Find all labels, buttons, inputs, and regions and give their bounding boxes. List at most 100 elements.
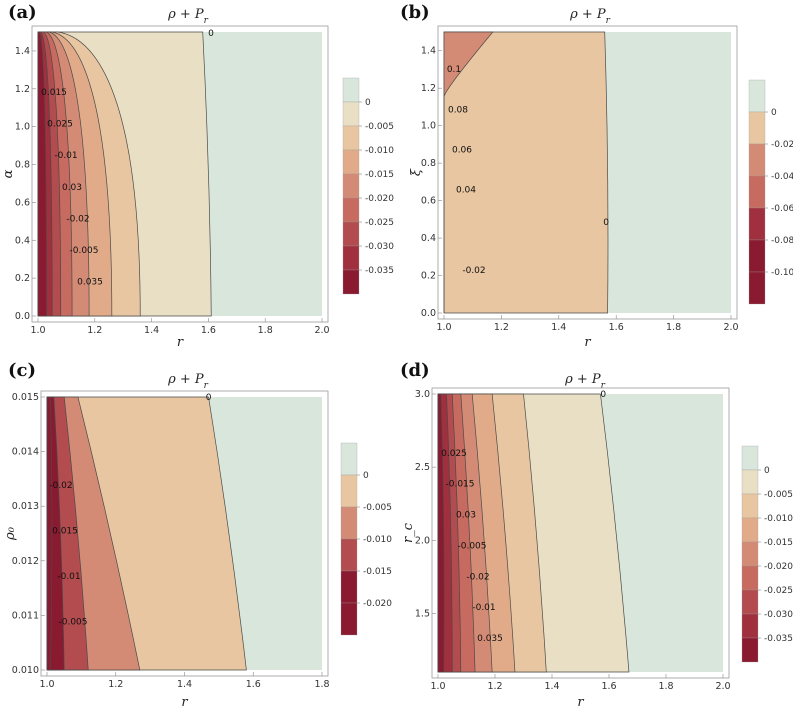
x-tick-label: 1.4 (544, 681, 559, 692)
x-tick-label: 2.0 (715, 681, 730, 692)
y-tick-label: 0.013 (12, 501, 39, 512)
panel-letter: (a) (8, 2, 37, 23)
y-tick-label: 2.0 (415, 535, 430, 546)
legend-label: -0.030 (365, 242, 394, 252)
x-tick-label: 1.2 (108, 679, 123, 690)
contour-label: -0.005 (457, 541, 486, 551)
x-tick-label: 1.8 (658, 681, 673, 692)
x-tick-label: 1.0 (436, 322, 451, 333)
legend-label: -0.025 (764, 586, 793, 596)
y-axis-label: α (1, 169, 16, 178)
contour-label: 0.08 (448, 105, 468, 115)
legend-swatch (340, 570, 358, 604)
legend: 0 -0.02 -0.04 -0.06 -0.08 -0.10 (748, 79, 793, 305)
legend-swatch (741, 637, 759, 663)
x-tick-label: 1.4 (551, 322, 566, 333)
contour-label: 0.015 (41, 88, 67, 98)
contour-label: -0.01 (54, 151, 77, 161)
contour-label: 0 (206, 393, 212, 403)
chart-title: ρ + Pr (167, 7, 209, 26)
y-tick-label: 1.5 (415, 608, 430, 619)
legend-label: -0.04 (771, 172, 793, 182)
contour-label: 0 (603, 218, 609, 228)
legend-label: -0.015 (363, 567, 392, 577)
y-tick-label: 0.2 (15, 273, 30, 284)
x-tick-label: 2.0 (723, 322, 738, 333)
x-axis-label: r (177, 335, 184, 350)
legend-label: -0.010 (764, 514, 793, 524)
legend-label: -0.08 (771, 236, 793, 246)
y-axis-label: ξ (409, 168, 424, 176)
x-tick-label: 1.2 (487, 681, 502, 692)
y-tick-label: 1.2 (421, 83, 436, 94)
x-tick-label: 1.0 (39, 679, 54, 690)
legend-swatch (741, 517, 759, 543)
legend-swatch (340, 602, 358, 636)
y-tick-label: 0.012 (12, 556, 39, 567)
legend-swatch (340, 506, 358, 540)
legend-swatch (741, 613, 759, 639)
legend-swatch (748, 271, 766, 305)
panel-letter: (c) (8, 360, 36, 381)
chart-title: ρ + Pr (564, 372, 606, 391)
contour-label: -0.005 (69, 246, 98, 256)
x-tick-label: 1.4 (144, 325, 159, 336)
legend-swatch (748, 111, 766, 145)
contour-band (443, 31, 609, 314)
legend-label: -0.025 (365, 218, 394, 228)
legend-swatch (741, 541, 759, 567)
legend-swatch (741, 493, 759, 519)
contour-label: 0 (600, 390, 606, 400)
legend-swatch (748, 175, 766, 209)
y-tick-label: 0.011 (12, 610, 39, 621)
legend-swatch (342, 101, 360, 127)
legend: 0 -0.005 -0.010 -0.015 -0.020 (340, 442, 392, 636)
contour-label: 0.035 (477, 634, 503, 644)
legend-swatch (748, 207, 766, 241)
contour-label: -0.02 (49, 481, 72, 491)
contour-label: 0.015 (52, 527, 78, 537)
y-tick-label: 0.014 (12, 447, 39, 458)
x-tick-label: 1.0 (30, 325, 45, 336)
panel-a: (a) ρ + Pr 1.0 1.2 1.4 1.6 1.8 2.0 0.0 0.2 0.4 0.6 0… (1, 2, 394, 350)
legend-label: -0.010 (365, 146, 394, 156)
y-tick-label: 0.8 (15, 160, 30, 171)
legend: 0 -0.005 -0.010 -0.015 -0.020 -0.025 -0.030 -0.… (741, 445, 793, 663)
legend-label: 0 (764, 466, 770, 476)
contour-band (46, 396, 53, 671)
legend-swatch (342, 245, 360, 271)
contour-band (443, 31, 494, 313)
x-tick-label: 1.8 (258, 325, 273, 336)
contour-band (37, 31, 47, 317)
contour-label: 0.04 (456, 186, 476, 196)
contour-label: -0.01 (472, 603, 495, 613)
y-tick-label: 0.2 (421, 271, 436, 282)
x-tick-label: 1.4 (177, 679, 192, 690)
x-tick-label: 1.6 (201, 325, 216, 336)
legend-swatch (748, 143, 766, 177)
y-tick-label: 0.0 (15, 311, 30, 322)
y-tick-label: 0.4 (421, 233, 436, 244)
y-tick-label: 1.0 (15, 122, 30, 133)
y-axis-label: ρ₀ (3, 526, 18, 541)
y-tick-label: 3.0 (415, 389, 430, 400)
panel-c: (c) ρ + Pr 1.0 1.2 1.4 1.6 1.8 0.010 0.011 0.012 0… (3, 360, 392, 710)
legend-label: 0 (771, 108, 777, 118)
chart-title: ρ + Pr (569, 7, 611, 26)
contour-label: 0.035 (77, 277, 103, 287)
x-tick-label: 1.2 (87, 325, 102, 336)
y-tick-label: 0.4 (15, 235, 30, 246)
legend-swatch (342, 197, 360, 223)
x-tick-label: 1.6 (609, 322, 624, 333)
y-tick-label: 0.8 (421, 158, 436, 169)
x-tick-label: 2.0 (314, 325, 329, 336)
contour-label: -0.005 (58, 618, 87, 628)
legend-swatch (340, 442, 358, 476)
legend-label: -0.020 (764, 562, 793, 572)
legend-swatch (741, 565, 759, 591)
panel-d: (d) ρ + Pr 1.0 1.2 1.4 1.6 1.8 2.0 1.5 2.0 2.5 3.0 r… (400, 360, 793, 710)
y-tick-label: 0.015 (12, 392, 39, 403)
contour-label: 0.025 (47, 120, 73, 130)
legend-label: -0.035 (365, 266, 394, 276)
